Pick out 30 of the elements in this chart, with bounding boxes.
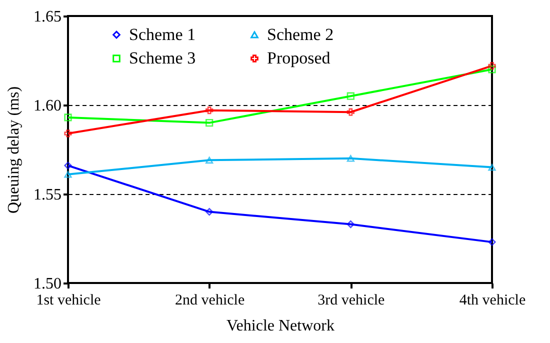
point: [346, 155, 354, 162]
legend-label: Scheme 2: [267, 24, 334, 44]
point: [488, 62, 496, 70]
x-tick-label: 2nd vehicle: [175, 292, 245, 308]
y-tick-label: 1.65: [34, 8, 62, 26]
x-tick-label: 4th vehicle: [459, 292, 526, 308]
point: [346, 108, 354, 116]
y-tick-label: 1.55: [34, 186, 62, 204]
y-axis-title: Queuing delay (ms): [6, 86, 22, 214]
point: [206, 156, 214, 164]
legend-label: Proposed: [267, 48, 331, 68]
y-tick-label: 1.60: [34, 98, 62, 114]
x-axis-title: Vehicle Network: [226, 318, 334, 334]
point: [346, 92, 354, 100]
point: [206, 118, 214, 127]
legend-label: Scheme 1: [129, 24, 196, 44]
x-tick-label: 1st vehicle: [36, 292, 102, 308]
point: [64, 130, 72, 138]
x-tick-label: 3rd vehicle: [318, 292, 386, 308]
point: [346, 220, 354, 228]
point: [488, 238, 496, 246]
legend-label: Scheme 3: [129, 48, 196, 68]
point: [488, 164, 496, 171]
point: [64, 162, 72, 170]
point: [64, 114, 72, 122]
point: [64, 171, 72, 178]
point: [206, 208, 214, 216]
y-tick-label: 1.50: [34, 276, 62, 292]
point: [488, 66, 496, 74]
point: [206, 106, 214, 114]
